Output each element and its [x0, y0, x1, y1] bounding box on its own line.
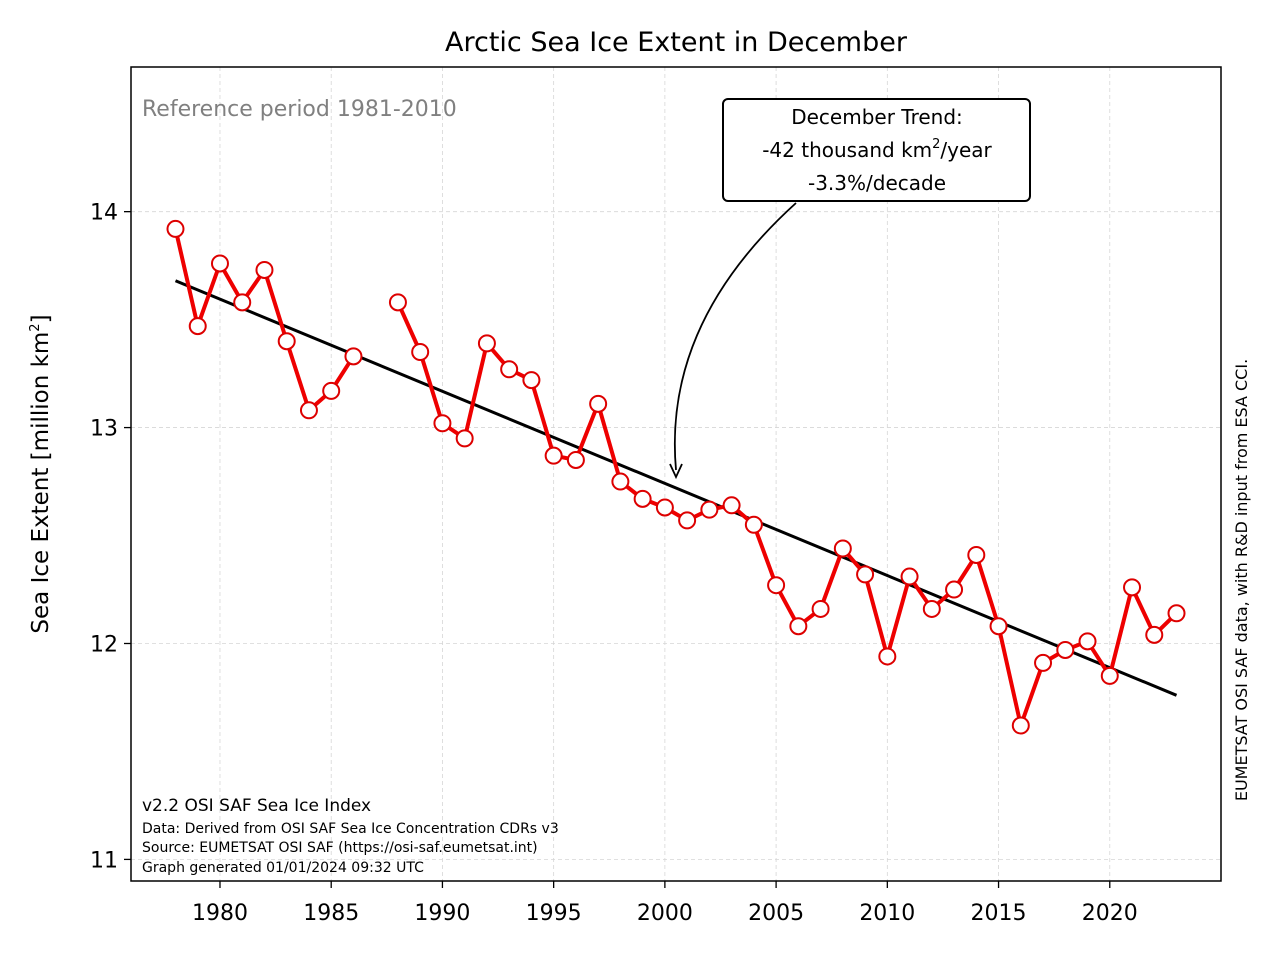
chart-title: Arctic Sea Ice Extent in December — [445, 27, 908, 58]
data-point-2016 — [1011, 716, 1030, 735]
annotation-line-3: -3.3%/decade — [808, 171, 946, 195]
y-axis: 11 12 13 14 — [90, 201, 131, 873]
x-axis: 1980 1985 1990 1995 2000 2005 2010 2015 2020 — [192, 881, 1138, 926]
annotation-line-1: December Trend: — [791, 105, 963, 129]
data-point-2021 — [1123, 578, 1142, 597]
x-tick-label: 2020 — [1082, 901, 1138, 926]
data-point-1997 — [589, 394, 608, 413]
footer-source: Source: EUMETSAT OSI SAF (https://osi-sa… — [142, 840, 538, 856]
data-point-1991 — [455, 429, 474, 448]
annotation-arrow — [673, 202, 797, 471]
y-tick-label: 14 — [90, 201, 118, 226]
y-tick-label: 12 — [90, 632, 118, 657]
data-point-2009 — [856, 565, 875, 584]
x-tick-label: 2010 — [859, 901, 915, 926]
data-point-1986 — [344, 347, 363, 366]
data-point-2019 — [1078, 632, 1097, 651]
data-point-2017 — [1034, 653, 1053, 672]
data-point-2011 — [900, 567, 919, 586]
data-point-2013 — [945, 580, 964, 599]
data-point-2018 — [1056, 640, 1075, 659]
annotation-line-2: -42 thousand km2/year — [762, 137, 992, 162]
data-point-2005 — [767, 576, 786, 595]
data-point-2014 — [967, 545, 986, 564]
trend-line — [174, 279, 1178, 697]
data-point-2023 — [1167, 604, 1186, 623]
data-point-2022 — [1145, 625, 1164, 644]
side-credit: EUMETSAT OSI SAF data, with R&D input fr… — [1232, 359, 1251, 801]
data-point-1985 — [322, 381, 341, 400]
series-layer — [166, 219, 1186, 735]
data-point-2010 — [878, 647, 897, 666]
plot-frame — [130, 66, 1222, 882]
data-point-1999 — [633, 489, 652, 508]
x-tick-label: 1980 — [192, 901, 248, 926]
x-tick-label: 1995 — [526, 901, 582, 926]
x-tick-label: 2005 — [748, 901, 804, 926]
x-tick-label: 2015 — [971, 901, 1027, 926]
x-tick-label: 2000 — [637, 901, 693, 926]
footer-generated: Graph generated 01/01/2024 09:32 UTC — [142, 860, 424, 876]
data-point-1989 — [411, 343, 430, 362]
y-tick-label: 13 — [90, 417, 118, 442]
data-point-2003 — [722, 496, 741, 515]
data-point-1994 — [522, 371, 541, 390]
data-point-1995 — [544, 446, 563, 465]
data-point-2004 — [744, 515, 763, 534]
x-tick-label: 1990 — [414, 901, 470, 926]
data-point-1981 — [233, 293, 252, 312]
data-point-1988 — [388, 293, 407, 312]
data-point-2006 — [789, 617, 808, 636]
data-point-2000 — [655, 498, 674, 517]
grid — [131, 67, 1221, 881]
data-point-2002 — [700, 500, 719, 519]
data-point-1980 — [210, 254, 229, 273]
data-point-1992 — [477, 334, 496, 353]
data-point-2008 — [833, 539, 852, 558]
data-point-1996 — [566, 450, 585, 469]
footer-data: Data: Derived from OSI SAF Sea Ice Conce… — [142, 821, 559, 837]
annotation-arrowhead — [669, 463, 683, 480]
data-point-1982 — [255, 260, 274, 279]
footer-version: v2.2 OSI SAF Sea Ice Index — [142, 796, 371, 816]
data-point-1993 — [500, 360, 519, 379]
data-point-2020 — [1100, 666, 1119, 685]
y-tick-label: 11 — [90, 848, 118, 873]
data-point-1979 — [188, 317, 207, 336]
data-point-1978 — [166, 219, 185, 238]
data-point-2001 — [678, 511, 697, 530]
data-point-1984 — [299, 401, 318, 420]
trend-annotation: December Trend: -42 thousand km2/year -3… — [669, 98, 1031, 480]
data-point-1990 — [433, 414, 452, 433]
data-point-1998 — [611, 472, 630, 491]
data-point-2012 — [922, 599, 941, 618]
trend-layer — [174, 279, 1178, 697]
data-source-footer: v2.2 OSI SAF Sea Ice Index Data: Derived… — [142, 796, 559, 876]
data-point-2007 — [811, 599, 830, 618]
data-point-2015 — [989, 617, 1008, 636]
annotation-box — [722, 98, 1031, 202]
reference-period-text: Reference period 1981-2010 — [142, 97, 457, 122]
data-point-1983 — [277, 332, 296, 351]
x-tick-label: 1985 — [303, 901, 359, 926]
y-axis-label: Sea Ice Extent [million km2] — [28, 314, 54, 633]
